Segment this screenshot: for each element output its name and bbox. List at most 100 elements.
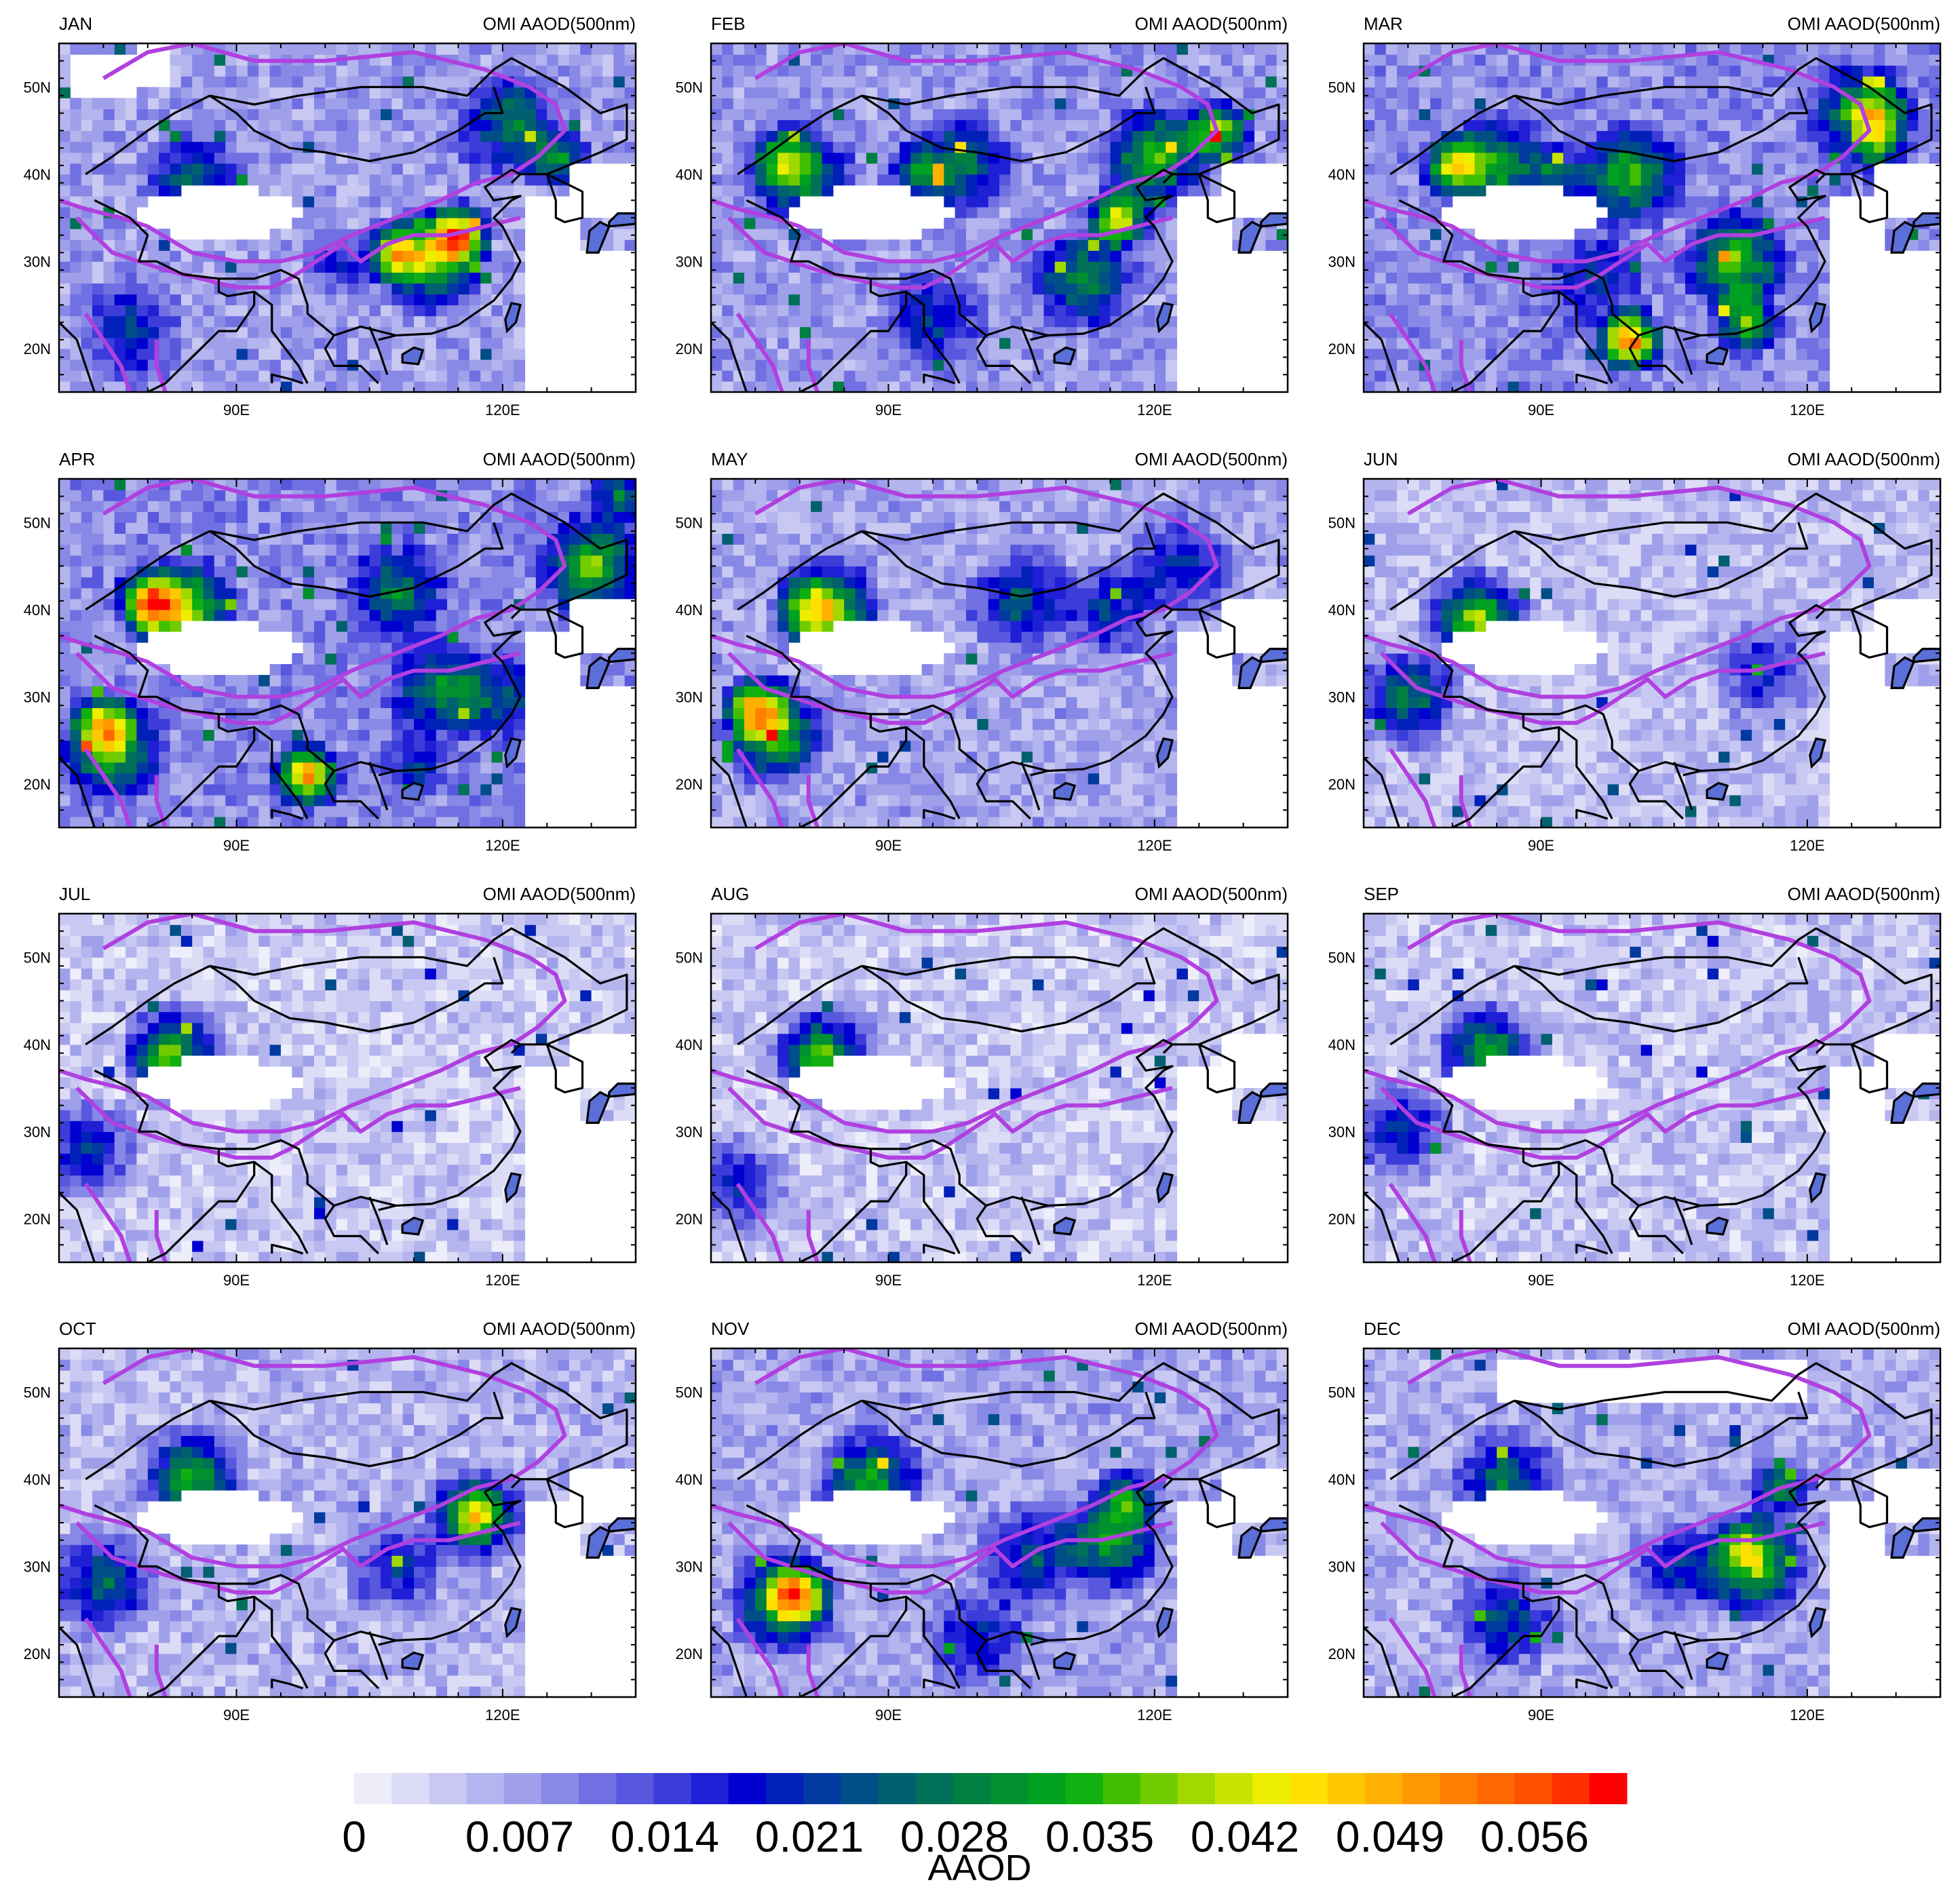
map-outlines [711, 43, 1288, 392]
map-panel: MAY OMI AAOD(500nm) 90E 120E 20N 30N 40N 50N [676, 449, 1289, 854]
boundary-line [1197, 608, 1236, 659]
lat-tick-label: 30N [1328, 1558, 1356, 1575]
island-outline [1809, 737, 1826, 769]
colorbar-box [579, 1773, 617, 1804]
lon-tick-label: 120E [485, 837, 520, 854]
lat-tick-label: 30N [24, 688, 51, 705]
colorbar-box [1327, 1773, 1366, 1804]
boundary-line [1389, 530, 1516, 611]
colorbar-box [653, 1773, 692, 1804]
region-outline [1459, 1644, 1472, 1697]
month-label: JUN [1364, 449, 1398, 469]
region-outline [806, 1209, 820, 1262]
boundary-line [209, 1362, 628, 1489]
boundary-line [1700, 604, 1826, 773]
region-outline [1388, 747, 1437, 827]
island-outline [1237, 1091, 1263, 1124]
colorbar-box [878, 1773, 917, 1804]
boundary-line [1452, 1652, 1507, 1697]
island-outline [608, 648, 636, 663]
colorbar-box [991, 1773, 1029, 1804]
colorbar-box [1364, 1773, 1403, 1804]
colorbar-tick-label: 0.042 [1191, 1812, 1299, 1861]
map-outlines [1364, 914, 1940, 1262]
island-outline [401, 346, 425, 366]
map-panel: JUL OMI AAOD(500nm) 90E 120E 20N 30N 40N 50N [24, 884, 637, 1289]
region-outline [75, 1086, 521, 1160]
region-outline [806, 339, 820, 392]
island-outline [1706, 346, 1729, 366]
region-outline [59, 914, 567, 1134]
boundary-line [378, 769, 397, 777]
map-panel: OCT OMI AAOD(500nm) 90E 120E 20N 30N 40N 50N [24, 1319, 637, 1724]
region-outline [711, 479, 1219, 699]
island-outline [401, 1651, 425, 1671]
boundary-line [1558, 726, 1613, 819]
boundary-line [834, 278, 908, 367]
axis-ticks [58, 913, 636, 1263]
boundary-line [182, 1148, 256, 1237]
lat-tick-label: 20N [676, 340, 703, 357]
boundary-line [1700, 1473, 1826, 1642]
region-outline [1380, 1521, 1826, 1595]
island-outline [401, 1216, 425, 1236]
boundary-line [1558, 1595, 1613, 1689]
map-outlines [1364, 479, 1940, 827]
boundary-line [1030, 769, 1049, 777]
colorbar-tick-label: 0.035 [1045, 1812, 1154, 1861]
boundary-line [59, 321, 96, 392]
aaod-field [59, 914, 636, 1262]
axis-ticks [710, 478, 1288, 828]
lon-tick-label: 90E [1528, 402, 1554, 418]
lat-tick-label: 20N [676, 776, 703, 793]
colorbar-box [1140, 1773, 1178, 1804]
region-outline [727, 1521, 1173, 1595]
boundary-line [737, 965, 863, 1046]
boundary-line [59, 1191, 96, 1262]
boundary-line [209, 1391, 504, 1468]
boundary-line [1020, 1631, 1041, 1680]
lat-tick-label: 20N [1328, 340, 1356, 357]
island-outline [1260, 648, 1288, 663]
boundary-line [905, 1161, 961, 1254]
boundary-line [1514, 86, 1809, 163]
colorbar-box [541, 1773, 579, 1804]
lon-tick-label: 90E [223, 1272, 250, 1289]
region-outline [1388, 1182, 1437, 1262]
boundary-line [1575, 809, 1609, 820]
lat-tick-label: 40N [676, 1471, 703, 1488]
region-outline [711, 914, 1219, 1134]
region-outline [1388, 312, 1437, 392]
month-label: NOV [711, 1319, 750, 1339]
lat-tick-label: 50N [24, 1384, 51, 1401]
boundary-line [976, 1205, 1031, 1255]
boundary-line [271, 1678, 304, 1690]
island-outline [1237, 1525, 1263, 1559]
boundary-line [799, 1218, 854, 1262]
island-outline [1890, 1091, 1915, 1124]
boundary-line [1398, 634, 1702, 773]
colorbar-box [803, 1773, 841, 1804]
boundary-line [59, 756, 96, 827]
lon-tick-label: 120E [485, 402, 520, 418]
lat-tick-label: 40N [24, 166, 51, 183]
panel-title: OMI AAOD(500nm) [1788, 14, 1940, 34]
map-outlines [59, 1348, 636, 1697]
panel-title: OMI AAOD(500nm) [1788, 1319, 1940, 1339]
boundary-line [1197, 1043, 1236, 1093]
island-outline [585, 1091, 611, 1124]
lon-tick-label: 120E [1137, 837, 1172, 854]
boundary-line [378, 1204, 397, 1211]
boundary-line [861, 956, 1156, 1033]
boundary-line [253, 726, 309, 819]
boundary-line [396, 604, 522, 773]
boundary-line [1030, 1204, 1049, 1211]
region-outline [711, 1348, 1219, 1569]
colorbar-box [354, 1773, 392, 1804]
colorbar-box [1589, 1773, 1628, 1804]
boundary-line [182, 1583, 256, 1672]
colorbar-box [1514, 1773, 1553, 1804]
region-outline [727, 216, 1173, 290]
boundary-line [545, 1478, 584, 1528]
month-label: MAR [1364, 14, 1403, 34]
